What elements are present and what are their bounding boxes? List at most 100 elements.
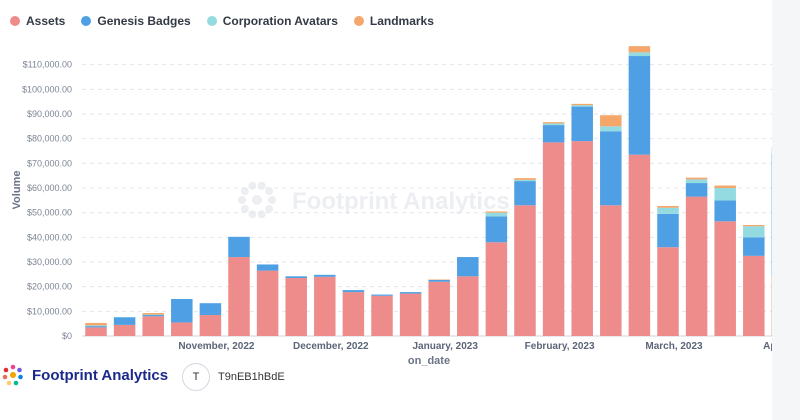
footprint-logo[interactable]: Footprint Analytics — [0, 362, 168, 388]
bar-genesis-badges — [428, 280, 450, 282]
y-tick-label: $20,000.00 — [27, 282, 72, 292]
bar-assets — [142, 316, 164, 336]
bar-genesis-badges — [314, 274, 336, 277]
legend-dot — [353, 16, 364, 26]
footprint-brand-name: Footprint Analytics — [32, 366, 169, 384]
bar-genesis-badges — [571, 106, 593, 142]
bar-genesis-badges — [142, 315, 164, 317]
x-tick-label: December, 2022 — [293, 341, 369, 352]
bar-landmarks — [743, 225, 765, 227]
bar-assets — [314, 276, 336, 336]
bar-corporation-avatars — [657, 207, 679, 214]
bar-genesis-badges — [228, 236, 250, 258]
bar-corporation-avatars — [113, 317, 136, 318]
watermark-dot — [252, 195, 262, 205]
legend-dot — [206, 16, 217, 26]
right-scroll-strip[interactable] — [772, 0, 800, 420]
bar-assets — [685, 196, 708, 336]
legend-item-genesis-badges[interactable]: Genesis Badges — [81, 14, 191, 28]
bar-assets — [428, 281, 450, 336]
bar-assets — [457, 276, 479, 336]
bar-genesis-badges — [171, 299, 193, 323]
user-avatar: T — [182, 363, 210, 391]
chart-legend: Assets Genesis Badges Corporation Avatars L… — [10, 14, 434, 28]
footprint-logo-icon — [2, 364, 23, 386]
bar-assets — [657, 247, 679, 336]
bar-assets — [399, 293, 422, 336]
bar-genesis-badges — [685, 183, 708, 197]
bar-genesis-badges — [342, 290, 365, 293]
bar-landmarks — [142, 313, 164, 315]
bar-assets — [228, 257, 250, 336]
bar-genesis-badges — [628, 56, 651, 155]
bar-assets — [628, 154, 651, 336]
legend-dot — [10, 16, 20, 26]
bar-landmarks — [714, 185, 736, 188]
bar-landmarks — [485, 211, 508, 213]
legend-dot — [81, 16, 92, 26]
bar-genesis-badges — [113, 317, 136, 325]
bar-genesis-badges — [600, 131, 622, 206]
legend-item-landmarks[interactable]: Landmarks — [353, 14, 434, 28]
legend-label: Landmarks — [369, 14, 434, 28]
bar-assets — [600, 205, 622, 336]
legend-label: Assets — [26, 14, 66, 28]
bar-assets — [571, 141, 593, 336]
username: T9nEB1hBdE — [218, 371, 285, 383]
bar-genesis-badges — [199, 303, 222, 316]
bar-assets — [714, 221, 736, 336]
bar-landmarks — [428, 279, 450, 281]
bar-genesis-badges — [714, 200, 736, 222]
bar-landmarks — [685, 177, 708, 180]
y-tick-label: $70,000.00 — [27, 158, 72, 168]
bar-landmarks — [571, 103, 593, 106]
bar-corporation-avatars — [485, 212, 508, 217]
legend-item-corporation-avatars[interactable]: Corporation Avatars — [206, 14, 338, 28]
y-tick-label: $60,000.00 — [27, 183, 72, 193]
watermark-dot — [238, 196, 246, 204]
watermark-dot — [265, 187, 274, 196]
bar-assets — [113, 324, 136, 336]
y-tick-label: $10,000.00 — [27, 306, 72, 316]
bar-landmarks — [514, 178, 536, 180]
bar-corporation-avatars — [514, 179, 536, 182]
user-chip[interactable]: T T9nEB1hBdE — [182, 363, 285, 391]
legend-label: Corporation Avatars — [222, 14, 338, 28]
bar-corporation-avatars — [600, 126, 622, 132]
legend-item-assets[interactable]: Assets — [10, 14, 65, 28]
x-axis-title: on_date — [408, 355, 450, 367]
bar-genesis-badges — [399, 292, 422, 294]
bar-assets — [256, 270, 279, 336]
x-tick-label: April, 2023 — [763, 341, 772, 352]
bar-assets — [485, 242, 508, 336]
bar-genesis-badges — [485, 216, 508, 243]
y-axis-title: Volume — [11, 171, 23, 210]
bar-assets — [743, 255, 765, 336]
watermark: Footprint Analytics — [238, 181, 510, 219]
legend-label: Genesis Badges — [97, 14, 191, 28]
y-tick-label: $50,000.00 — [27, 208, 72, 218]
bar-landmarks — [85, 322, 107, 326]
bar-landmarks — [542, 122, 565, 124]
x-tick-label: January, 2023 — [412, 341, 478, 352]
bar-corporation-avatars — [685, 179, 708, 184]
y-tick-label: $80,000.00 — [27, 134, 72, 144]
bar-corporation-avatars — [714, 188, 736, 201]
y-tick-label: $0 — [62, 331, 72, 341]
bar-genesis-badges — [457, 257, 479, 277]
bar-corporation-avatars — [85, 325, 107, 327]
bar-genesis-badges — [256, 264, 279, 271]
volume-chart: Footprint Analytics $0 $10,000.00 $20,000.0… — [11, 46, 772, 367]
bar-assets — [85, 327, 107, 336]
bar-genesis-badges — [285, 276, 307, 279]
bar-genesis-badges — [371, 294, 393, 296]
y-tick-label: $100,000.00 — [22, 84, 72, 94]
watermark-dot — [248, 181, 257, 190]
bar-genesis-badges — [85, 326, 107, 328]
watermark-dot — [265, 204, 274, 213]
bar-genesis-badges — [743, 237, 765, 256]
y-tick-label: $110,000.00 — [23, 60, 72, 70]
bar-assets — [199, 315, 222, 336]
bar-corporation-avatars — [571, 105, 593, 107]
watermark-dot — [248, 210, 257, 219]
